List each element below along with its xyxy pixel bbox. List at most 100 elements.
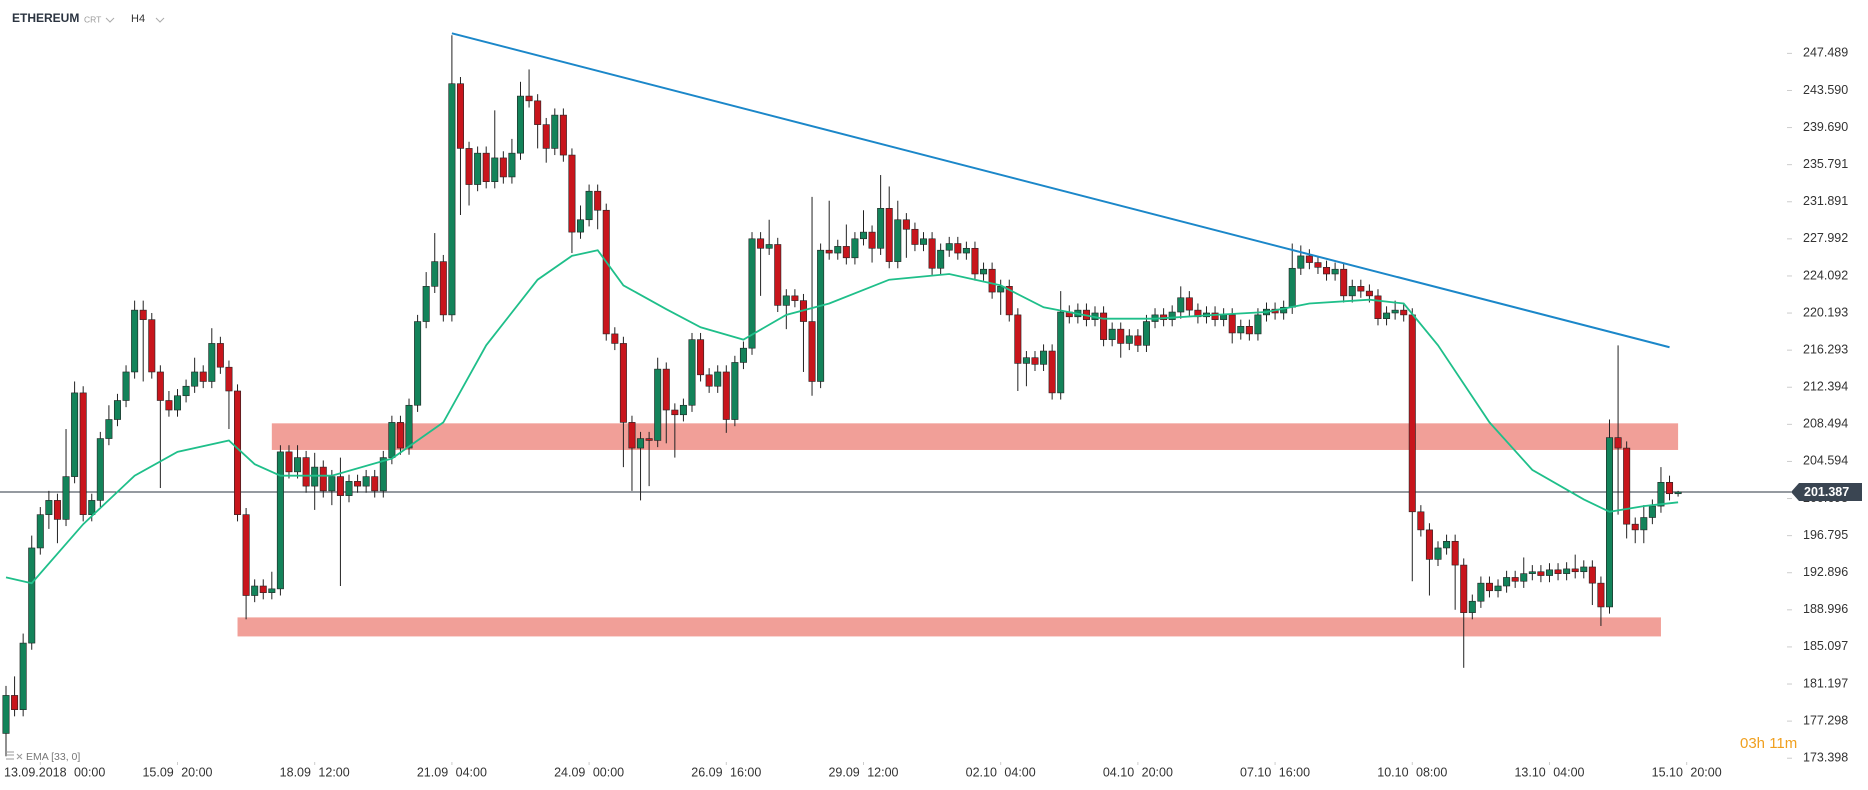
feed-caret[interactable] (105, 17, 115, 23)
candle-body (1503, 577, 1511, 587)
candle-body (859, 231, 867, 240)
candle-body (1460, 564, 1468, 613)
candle-body (1597, 582, 1605, 608)
candle-body (954, 243, 962, 254)
candle-body (105, 419, 113, 439)
candle-body (45, 500, 53, 515)
candle-body (199, 371, 207, 382)
candle-body (559, 114, 567, 156)
candle-body (1211, 312, 1219, 320)
candle-body (156, 371, 164, 401)
y-tick-label: 204.594 (1803, 454, 1848, 468)
y-tick-label: 235.791 (1803, 157, 1848, 171)
y-tick-label: 227.992 (1803, 231, 1848, 245)
candle-body (354, 481, 362, 487)
x-tick-label: 15.10 20:00 (1652, 765, 1722, 779)
candle-body (765, 244, 773, 249)
interval[interactable]: H4 (131, 13, 145, 25)
candle-body (1674, 491, 1682, 495)
symbol[interactable]: ETHEREUM (12, 11, 79, 25)
candle-body (1623, 447, 1631, 525)
candle-body (113, 400, 121, 420)
candle-body (1134, 335, 1142, 346)
y-tick-label: 208.494 (1803, 417, 1848, 431)
candle-body (825, 249, 833, 254)
countdown: 03h 11m (1740, 735, 1797, 752)
feed[interactable]: CRT (84, 14, 101, 24)
candle-body (568, 154, 576, 233)
candle-body (1297, 255, 1305, 269)
candle-body (1177, 297, 1185, 313)
candle-body (705, 374, 713, 387)
candle-body (28, 547, 36, 644)
candle-body (1142, 321, 1150, 346)
price-tag-label: 201.387 (1804, 485, 1849, 499)
interval-caret[interactable] (155, 17, 165, 23)
x-tick-label: 13.09.2018 00:00 (4, 765, 105, 779)
indicator-icons[interactable] (6, 751, 23, 760)
candle-body (542, 124, 550, 149)
candle-body (1451, 540, 1459, 566)
candle-body (1220, 314, 1228, 320)
candle-body (962, 247, 970, 254)
candle-body (654, 368, 662, 441)
candle-body (594, 190, 602, 211)
x-tick-label: 04.10 20:00 (1103, 765, 1173, 779)
candle-body (585, 190, 593, 221)
candle-body (1288, 267, 1296, 308)
candle-body (1314, 262, 1322, 268)
candle-body (1588, 566, 1596, 584)
candle-body (1580, 566, 1588, 573)
candle-body (336, 476, 344, 496)
candle-body (731, 362, 739, 420)
candle-body (662, 368, 670, 411)
candle-body (1228, 314, 1236, 334)
candle-body (285, 451, 293, 473)
candle-body (268, 588, 276, 593)
candle-body (1520, 573, 1528, 582)
candle-body (53, 500, 61, 520)
x-tick-label: 10.10 08:00 (1377, 765, 1447, 779)
candle-body (868, 231, 876, 249)
x-tick-label: 18.09 12:00 (280, 765, 350, 779)
candle-body (139, 309, 147, 320)
candle-body (1040, 350, 1048, 365)
candle-body (191, 371, 199, 387)
candle-body (757, 238, 765, 249)
candle-body (774, 244, 782, 306)
candle-body (911, 228, 919, 245)
candle-body (319, 466, 327, 492)
candle-body (920, 238, 928, 245)
candle-body (234, 390, 242, 515)
candle-body (1031, 357, 1039, 365)
candle-body (1425, 529, 1433, 560)
candle-body (619, 343, 627, 423)
candle-body (88, 500, 96, 515)
zone (237, 617, 1661, 637)
candle-body (1477, 582, 1485, 602)
candle-body (456, 83, 464, 149)
candle-body (1485, 582, 1493, 592)
candle-body (276, 451, 284, 590)
overlay (5, 32, 1679, 585)
y-tick-label: 212.394 (1803, 380, 1848, 394)
candle-body (11, 695, 19, 710)
candle-body (611, 333, 619, 344)
candle-body (1468, 600, 1476, 613)
y-tick-label: 173.398 (1803, 751, 1848, 765)
candle-body (294, 457, 302, 473)
y-tick-label: 231.891 (1803, 194, 1848, 208)
candle-body (302, 457, 310, 487)
candle-body (671, 409, 679, 416)
candle-body (808, 321, 816, 382)
candle-body (688, 339, 696, 406)
x-tick-label: 29.09 12:00 (828, 765, 898, 779)
y-tick-label: 192.896 (1803, 565, 1848, 579)
zone (271, 423, 1679, 450)
candle-body (1005, 286, 1013, 316)
candle-body (1391, 309, 1399, 314)
candle-body (697, 339, 705, 376)
candle-body (1434, 547, 1442, 560)
candle-body (637, 438, 645, 449)
